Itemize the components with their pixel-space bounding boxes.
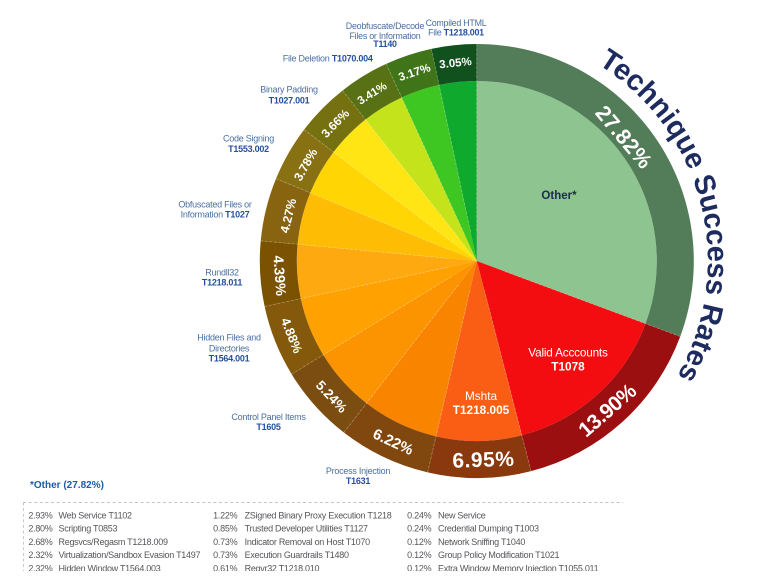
svg-text:3.05%: 3.05% <box>439 56 473 71</box>
svg-text:6.95%: 6.95% <box>452 448 515 473</box>
svg-text:2.80%: 2.80% <box>28 524 52 534</box>
svg-text:Network Sniffing T1040: Network Sniffing T1040 <box>438 537 525 547</box>
svg-text:Regvr32 T1218.010: Regvr32 T1218.010 <box>245 563 320 571</box>
svg-text:Control Panel Items: Control Panel Items <box>231 412 306 422</box>
svg-text:Rundll32: Rundll32 <box>205 267 239 277</box>
svg-text:2.68%: 2.68% <box>28 537 52 547</box>
svg-text:Compiled HTML: Compiled HTML <box>426 18 487 28</box>
svg-text:0.73%: 0.73% <box>213 537 237 547</box>
svg-text:0.61%: 0.61% <box>213 563 237 571</box>
svg-text:Trusted Developer Utilities T1: Trusted Developer Utilities T1127 <box>245 524 368 534</box>
svg-text:2.32%: 2.32% <box>28 550 52 560</box>
svg-text:T1078: T1078 <box>551 359 585 373</box>
svg-text:0.12%: 0.12% <box>407 537 431 547</box>
svg-text:2.93%: 2.93% <box>28 511 52 521</box>
svg-text:Deobfuscate/Decode: Deobfuscate/Decode <box>346 21 425 31</box>
svg-text:Extra Window Memory Injection: Extra Window Memory Injection T1055.011 <box>438 563 599 571</box>
svg-text:0.12%: 0.12% <box>407 563 431 571</box>
svg-text:Directories: Directories <box>209 343 250 353</box>
svg-text:Other*: Other* <box>541 190 577 202</box>
svg-text:Valid Acccounts: Valid Acccounts <box>528 345 608 359</box>
svg-text:1.22%: 1.22% <box>213 511 237 521</box>
svg-text:0.24%: 0.24% <box>407 524 431 534</box>
svg-text:Information T1027: Information T1027 <box>181 209 250 219</box>
svg-text:Regsvcs/Regasm T1218.009: Regsvcs/Regasm T1218.009 <box>59 537 168 547</box>
svg-text:*Other (27.82%): *Other (27.82%) <box>30 480 104 491</box>
svg-text:File Deletion T1070.004: File Deletion T1070.004 <box>283 54 373 64</box>
svg-text:Mshta: Mshta <box>465 389 498 403</box>
svg-text:Scripting T0853: Scripting T0853 <box>59 524 118 534</box>
svg-text:Obfuscated Files or: Obfuscated Files or <box>178 199 252 209</box>
svg-text:Indicator Removal on Host T107: Indicator Removal on Host T1070 <box>245 537 371 547</box>
svg-text:Credential Dumping T1003: Credential Dumping T1003 <box>438 524 539 534</box>
svg-text:0.24%: 0.24% <box>407 511 431 521</box>
svg-text:Hidden Window T1564.003: Hidden Window T1564.003 <box>59 563 161 571</box>
svg-text:Group Policy Modification T102: Group Policy Modification T1021 <box>438 550 559 560</box>
svg-text:Hidden Files and: Hidden Files and <box>197 332 261 342</box>
svg-text:T1564.001: T1564.001 <box>209 353 250 363</box>
svg-text:T1553.002: T1553.002 <box>228 144 269 154</box>
svg-text:Web Service T1102: Web Service T1102 <box>59 511 133 521</box>
svg-text:ZSigned Binary Proxy Execution: ZSigned Binary Proxy Execution T1218 <box>245 511 392 521</box>
svg-text:Code Signing: Code Signing <box>223 133 274 143</box>
svg-text:0.12%: 0.12% <box>407 550 431 560</box>
svg-text:T1027.001: T1027.001 <box>269 95 310 105</box>
svg-text:T1218.005: T1218.005 <box>453 403 510 417</box>
svg-text:Binary Padding: Binary Padding <box>260 84 318 94</box>
svg-text:2.32%: 2.32% <box>28 563 52 571</box>
svg-text:0.85%: 0.85% <box>213 524 237 534</box>
svg-text:T1218.011: T1218.011 <box>202 277 243 287</box>
svg-text:Execution Guardrails T1480: Execution Guardrails T1480 <box>245 550 349 560</box>
svg-text:Virtualization/Sandbox Evasion: Virtualization/Sandbox Evasion T1497 <box>59 550 201 560</box>
svg-text:0.73%: 0.73% <box>213 550 237 560</box>
svg-text:T1631: T1631 <box>346 476 371 486</box>
svg-text:Process Injection: Process Injection <box>326 466 391 476</box>
svg-text:New Service: New Service <box>438 511 486 521</box>
svg-text:Files or Information: Files or Information <box>350 31 421 41</box>
svg-text:T1140: T1140 <box>373 39 397 49</box>
svg-text:4.39%: 4.39% <box>269 255 288 297</box>
svg-text:T1605: T1605 <box>256 422 281 432</box>
svg-text:File T1218.001: File T1218.001 <box>428 27 484 37</box>
